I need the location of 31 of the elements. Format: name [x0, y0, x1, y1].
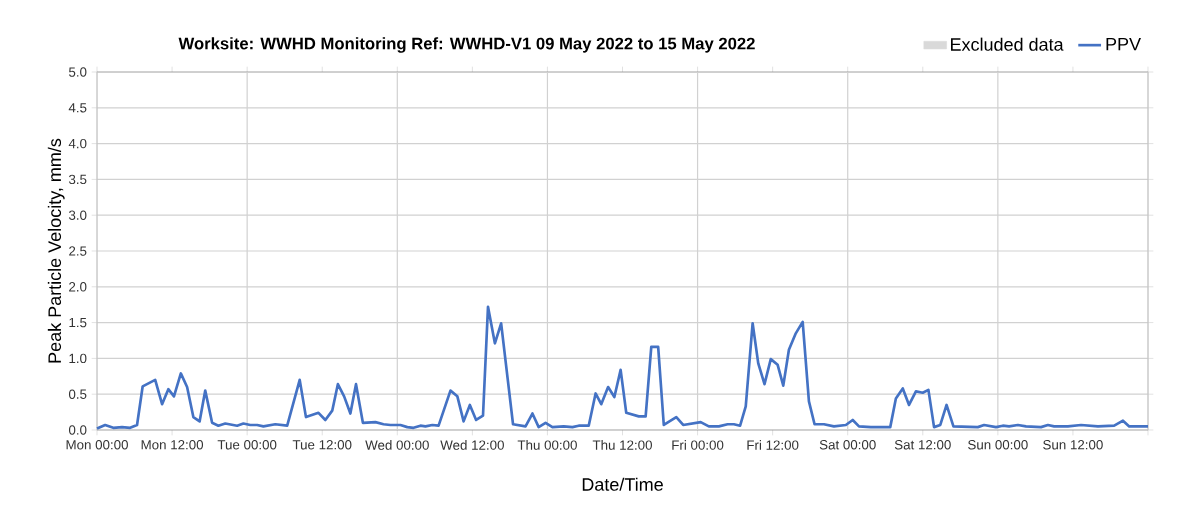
y-tick-label: 3.5 — [68, 174, 87, 185]
x-tick-label: Thu 12:00 — [592, 440, 652, 450]
x-axis-title: Date/Time — [582, 477, 663, 491]
y-tick-label: 1.5 — [69, 317, 87, 328]
y-tick-label: 4.5 — [68, 103, 87, 113]
x-tick-label: Wed 12:00 — [440, 440, 504, 450]
legend-label: Excluded data — [951, 37, 1064, 51]
x-tick-label: Tue 12:00 — [292, 440, 352, 450]
y-tick-label: 0.0 — [68, 425, 87, 435]
x-tick-label: Mon 00:00 — [66, 440, 128, 450]
chart-title: Worksite: WWHD Monitoring Ref: WWHD-V1 09 May 2022 to 15 May 2022 — [178, 37, 755, 53]
x-tick-label: Mon 12:00 — [141, 440, 204, 450]
y-tick-label: 5.0 — [68, 67, 87, 77]
y-tick-label: 3.0 — [68, 210, 87, 220]
x-tick-label: Fri 12:00 — [747, 440, 799, 450]
y-axis-title: Peak Particle Velocity, mm/s — [47, 138, 65, 363]
legend-label: PPV — [1106, 37, 1141, 51]
x-tick-label: Sun 12:00 — [1043, 440, 1103, 450]
x-tick-label: Tue 00:00 — [217, 440, 277, 450]
y-tick-label: 4.0 — [68, 138, 87, 149]
x-tick-label: Sat 00:00 — [819, 440, 876, 450]
x-tick-label: Thu 00:00 — [517, 440, 577, 450]
y-tick-label: 2.0 — [69, 282, 87, 292]
x-tick-label: Sun 00:00 — [968, 440, 1028, 450]
x-tick-label: Sat 12:00 — [894, 440, 951, 450]
y-tick-label: 0.5 — [68, 389, 87, 399]
y-tick-label: 2.5 — [69, 246, 87, 256]
y-tick-label: 1.0 — [69, 353, 87, 364]
x-tick-label: Wed 00:00 — [365, 440, 429, 450]
x-tick-label: Fri 00:00 — [672, 440, 724, 450]
line-series — [95, 305, 1150, 430]
